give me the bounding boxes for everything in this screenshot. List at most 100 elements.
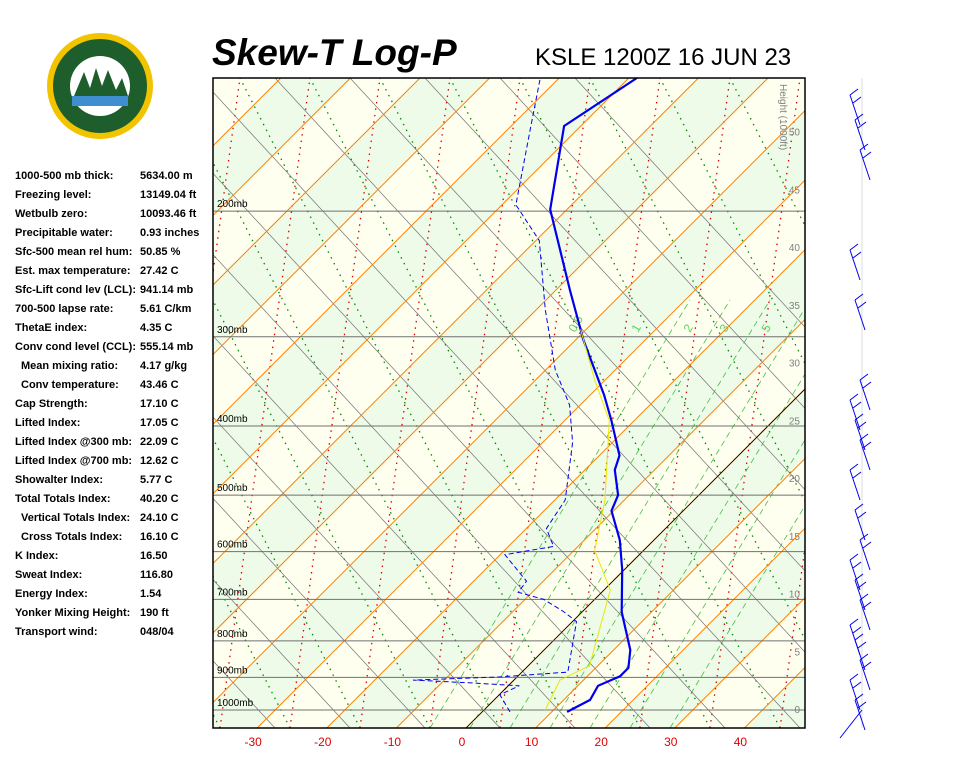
- wind-barb-flag: [852, 401, 862, 409]
- wind-barb-flag: [849, 393, 859, 401]
- height-tick-label: 40: [789, 243, 801, 254]
- stat-value: 5634.00 m: [140, 170, 193, 182]
- wind-barb-flag: [854, 293, 864, 301]
- stat-value: 22.09 C: [140, 436, 179, 448]
- isotherm: [213, 78, 421, 286]
- wind-barb-staff: [854, 639, 866, 671]
- moist-adiabat: [0, 78, 10, 728]
- wind-barb-staff: [859, 439, 871, 471]
- x-tick-label: -30: [245, 735, 263, 749]
- mixing-ratio-line: [639, 78, 731, 728]
- stat-row: 1000-500 mb thick: 5634.00 m: [15, 170, 215, 189]
- isobar-label: 700mb: [217, 587, 248, 598]
- wind-barb-flag: [857, 421, 867, 429]
- wind-barb-flag: [859, 143, 869, 151]
- wind-barb-flag: [854, 503, 864, 511]
- stat-row: Cap Strength: 17.10 C: [15, 398, 215, 417]
- stat-row: Precipitable water: 0.93 inches: [15, 227, 215, 246]
- wind-barb-flag: [862, 541, 872, 549]
- isotherm: [213, 109, 805, 704]
- dry-adiabat: [349, 78, 805, 572]
- wind-barb-flag: [852, 471, 862, 479]
- wind-barb-flag: [854, 113, 864, 121]
- mixing-ratio-line: [709, 78, 801, 728]
- height-tick-label: 35: [789, 301, 801, 312]
- stat-value: 10093.46 ft: [140, 208, 197, 220]
- wind-barb-flag: [859, 433, 869, 441]
- wind-barb-flag: [859, 593, 869, 601]
- stat-value: 5.61 C/km: [140, 303, 192, 315]
- stat-label: 700-500 lapse rate:: [15, 303, 114, 315]
- stat-row: Transport wind: 048/04: [15, 626, 215, 645]
- moist-adiabat: [519, 78, 805, 641]
- wind-barb: [859, 593, 872, 631]
- stat-label: Freezing level:: [15, 189, 92, 201]
- wind-barb-flag: [857, 301, 867, 309]
- wind-barb-staff: [859, 379, 871, 411]
- dry-adiabat: [0, 78, 125, 728]
- stat-label: Mean mixing ratio:: [21, 360, 119, 372]
- height-tick-label: 15: [789, 532, 801, 543]
- wind-barb: [859, 143, 872, 181]
- wind-barb-flag: [849, 618, 859, 626]
- stat-label: Sfc-500 mean rel hum:: [15, 246, 133, 258]
- wind-barb-staff: [854, 119, 866, 151]
- height-tick-label: 50: [789, 128, 801, 139]
- dry-adiabat: [424, 78, 805, 491]
- mixing-ratio-line: [359, 78, 451, 728]
- isotherm: [396, 318, 805, 728]
- wind-barb-flag: [854, 573, 864, 581]
- wind-barb: [849, 243, 862, 281]
- stat-value: 1.54: [140, 588, 162, 600]
- stat-label: Wetbulb zero:: [15, 208, 88, 220]
- stat-value: 50.85 %: [140, 246, 181, 258]
- saturation-line: [469, 299, 731, 728]
- stat-value: 4.35 C: [140, 322, 173, 334]
- wind-barb: [849, 463, 862, 501]
- x-tick-label: -20: [314, 735, 332, 749]
- wind-barb-flag: [857, 581, 867, 589]
- stat-label: Conv temperature:: [21, 379, 119, 391]
- x-tick-label: 0: [459, 735, 466, 749]
- dry-adiabat: [213, 335, 576, 728]
- dry-adiabat: [0, 78, 200, 728]
- wind-barb-flag: [852, 561, 862, 569]
- stat-label: K Index:: [15, 550, 59, 562]
- dry-adiabat: [0, 78, 50, 728]
- wind-barb-staff: [859, 659, 871, 691]
- stat-row: Cross Totals Index: 16.10 C: [15, 531, 215, 550]
- dry-adiabat: [213, 172, 726, 728]
- wind-barb: [849, 553, 862, 591]
- wind-barb-staff: [854, 699, 866, 731]
- parcel-profile: [544, 329, 611, 711]
- wind-barb: [854, 693, 867, 731]
- stat-row: Conv temperature: 43.46 C: [15, 379, 215, 398]
- dry-adiabat: [213, 416, 501, 728]
- stat-row: K Index: 16.50: [15, 550, 215, 569]
- moist-adiabat: [0, 78, 150, 728]
- dewpoint-profile: [412, 79, 578, 713]
- height-tick-label: 30: [789, 359, 801, 370]
- stat-row: Showalter Index: 5.77 C: [15, 474, 215, 493]
- wind-barb-flag: [857, 511, 867, 519]
- wind-barb: [849, 673, 862, 711]
- stat-row: Est. max temperature: 27.42 C: [15, 265, 215, 284]
- wind-barb-flag: [849, 463, 859, 471]
- stat-label: Yonker Mixing Height:: [15, 607, 131, 619]
- stat-row: Energy Index: 1.54: [15, 588, 215, 607]
- wind-barb-flag: [862, 441, 872, 449]
- stat-value: 12.62 C: [140, 455, 179, 467]
- wind-barb-staff: [854, 509, 866, 541]
- stat-row: Sfc-500 mean rel hum: 50.85 %: [15, 246, 215, 265]
- stat-label: Vertical Totals Index:: [21, 512, 131, 524]
- wind-barb-staff: [849, 94, 861, 126]
- wind-barb-staff: [849, 399, 861, 431]
- wind-barb-flag: [862, 151, 872, 159]
- stat-row: Lifted Index @300 mb: 22.09 C: [15, 436, 215, 455]
- isobar-label: 500mb: [217, 483, 248, 494]
- saturation-line: [589, 373, 805, 728]
- stat-row: Lifted Index @700 mb: 12.62 C: [15, 455, 215, 474]
- stat-row: Mean mixing ratio: 4.17 g/kg: [15, 360, 215, 379]
- wind-barb: [859, 433, 872, 471]
- wind-barb-staff: [854, 579, 866, 611]
